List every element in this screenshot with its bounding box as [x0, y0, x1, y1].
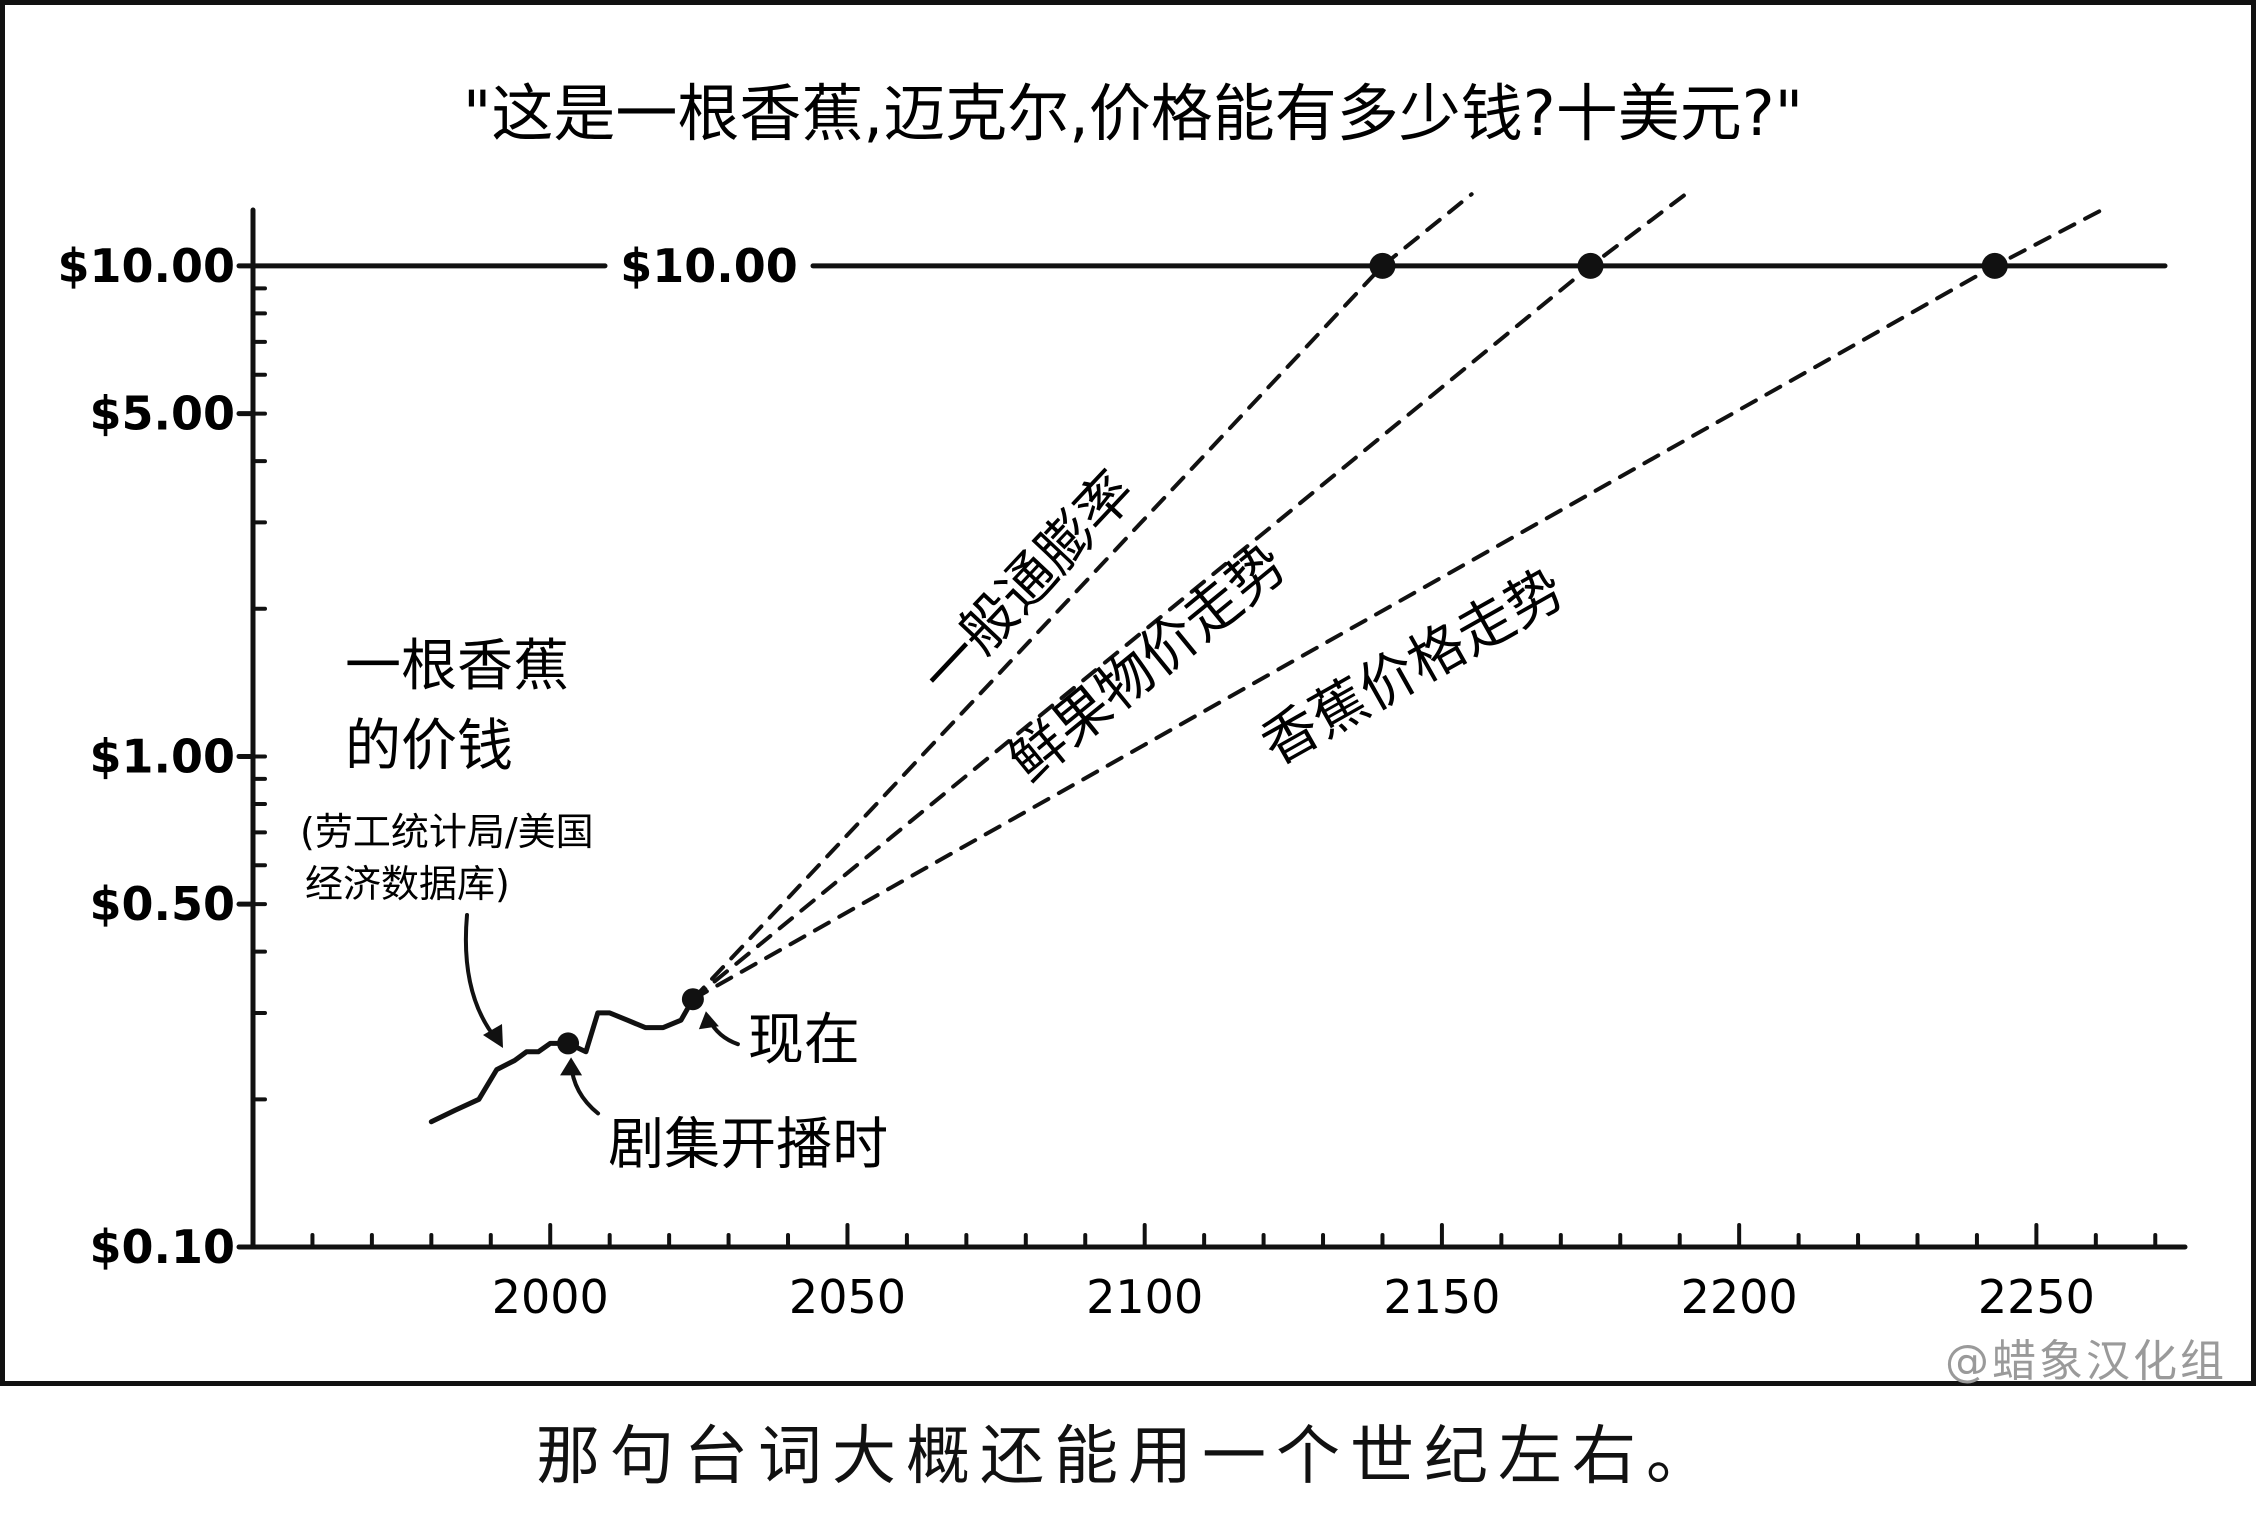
x-tick-label: 2250: [1978, 1270, 2095, 1324]
x-tick-label: 2150: [1383, 1270, 1500, 1324]
projection-line: [690, 192, 1474, 1002]
now-label: 现在: [748, 1008, 860, 1073]
x-tick-label: 2100: [1086, 1270, 1203, 1324]
premiere-label: 剧集开播时: [608, 1112, 888, 1177]
y-axis-ticks: $10.00 $5.00 $1.00 $0.50 $0.10: [57, 239, 267, 1274]
y-tick-label: $1.00: [89, 729, 235, 783]
caption: 那句台词大概还能用一个世纪左右。: [536, 1420, 1720, 1494]
history-label-line2: 的价钱: [345, 714, 513, 779]
premiere-marker: [557, 1032, 580, 1055]
banana-price-chart: "这是一根香蕉,迈克尔,价格能有多少钱?十美元?" $10.00 $5.00 $1.…: [57, 77, 2188, 1324]
source-label-line1: (劳工统计局/美国: [300, 810, 594, 854]
chart-title: "这是一根香蕉,迈克尔,价格能有多少钱?十美元?": [463, 77, 1803, 150]
y-tick-label: $0.10: [89, 1220, 235, 1274]
now-arrowhead: [698, 1011, 719, 1030]
watermark: @蜡象汉化组: [1945, 1336, 2227, 1387]
comic-panel: "这是一根香蕉,迈克尔,价格能有多少钱?十美元?" $10.00 $5.00 $1.…: [0, 0, 2256, 1386]
history-label-arrow: [463, 913, 499, 1042]
annotations: 一根香蕉 的价钱 (劳工统计局/美国 经济数据库) 剧集开播时 现在: [300, 634, 888, 1177]
x-axis-ticks: 2000 2050 2100 2150 2200 2250: [310, 1223, 2158, 1324]
y-tick-label: $10.00: [57, 239, 235, 293]
history-label-line1: 一根香蕉: [345, 634, 569, 699]
axes: [250, 207, 2188, 1250]
history-line: [428, 996, 696, 1125]
premiere-arrowhead: [560, 1057, 583, 1076]
series-label: 香蕉价格走势: [1251, 557, 1576, 779]
ten-dollar-line: $10.00: [250, 239, 2168, 293]
x-tick-label: 2200: [1681, 1270, 1798, 1324]
history-label-arrowhead: [483, 1024, 503, 1048]
intersection-point: [1577, 252, 1604, 279]
x-tick-label: 2050: [789, 1270, 906, 1324]
intersection-point: [1369, 252, 1396, 279]
intersection-point: [1981, 252, 2008, 279]
source-label-line2: 经济数据库): [305, 862, 510, 906]
projection-line: [690, 208, 2104, 1002]
price-history-line: [428, 996, 696, 1125]
x-tick-label: 2000: [492, 1270, 609, 1324]
y-tick-label: $0.50: [89, 877, 235, 931]
now-marker: [681, 988, 704, 1011]
ten-dollar-line-label: $10.00: [620, 239, 798, 293]
y-tick-label: $5.00: [89, 387, 235, 441]
